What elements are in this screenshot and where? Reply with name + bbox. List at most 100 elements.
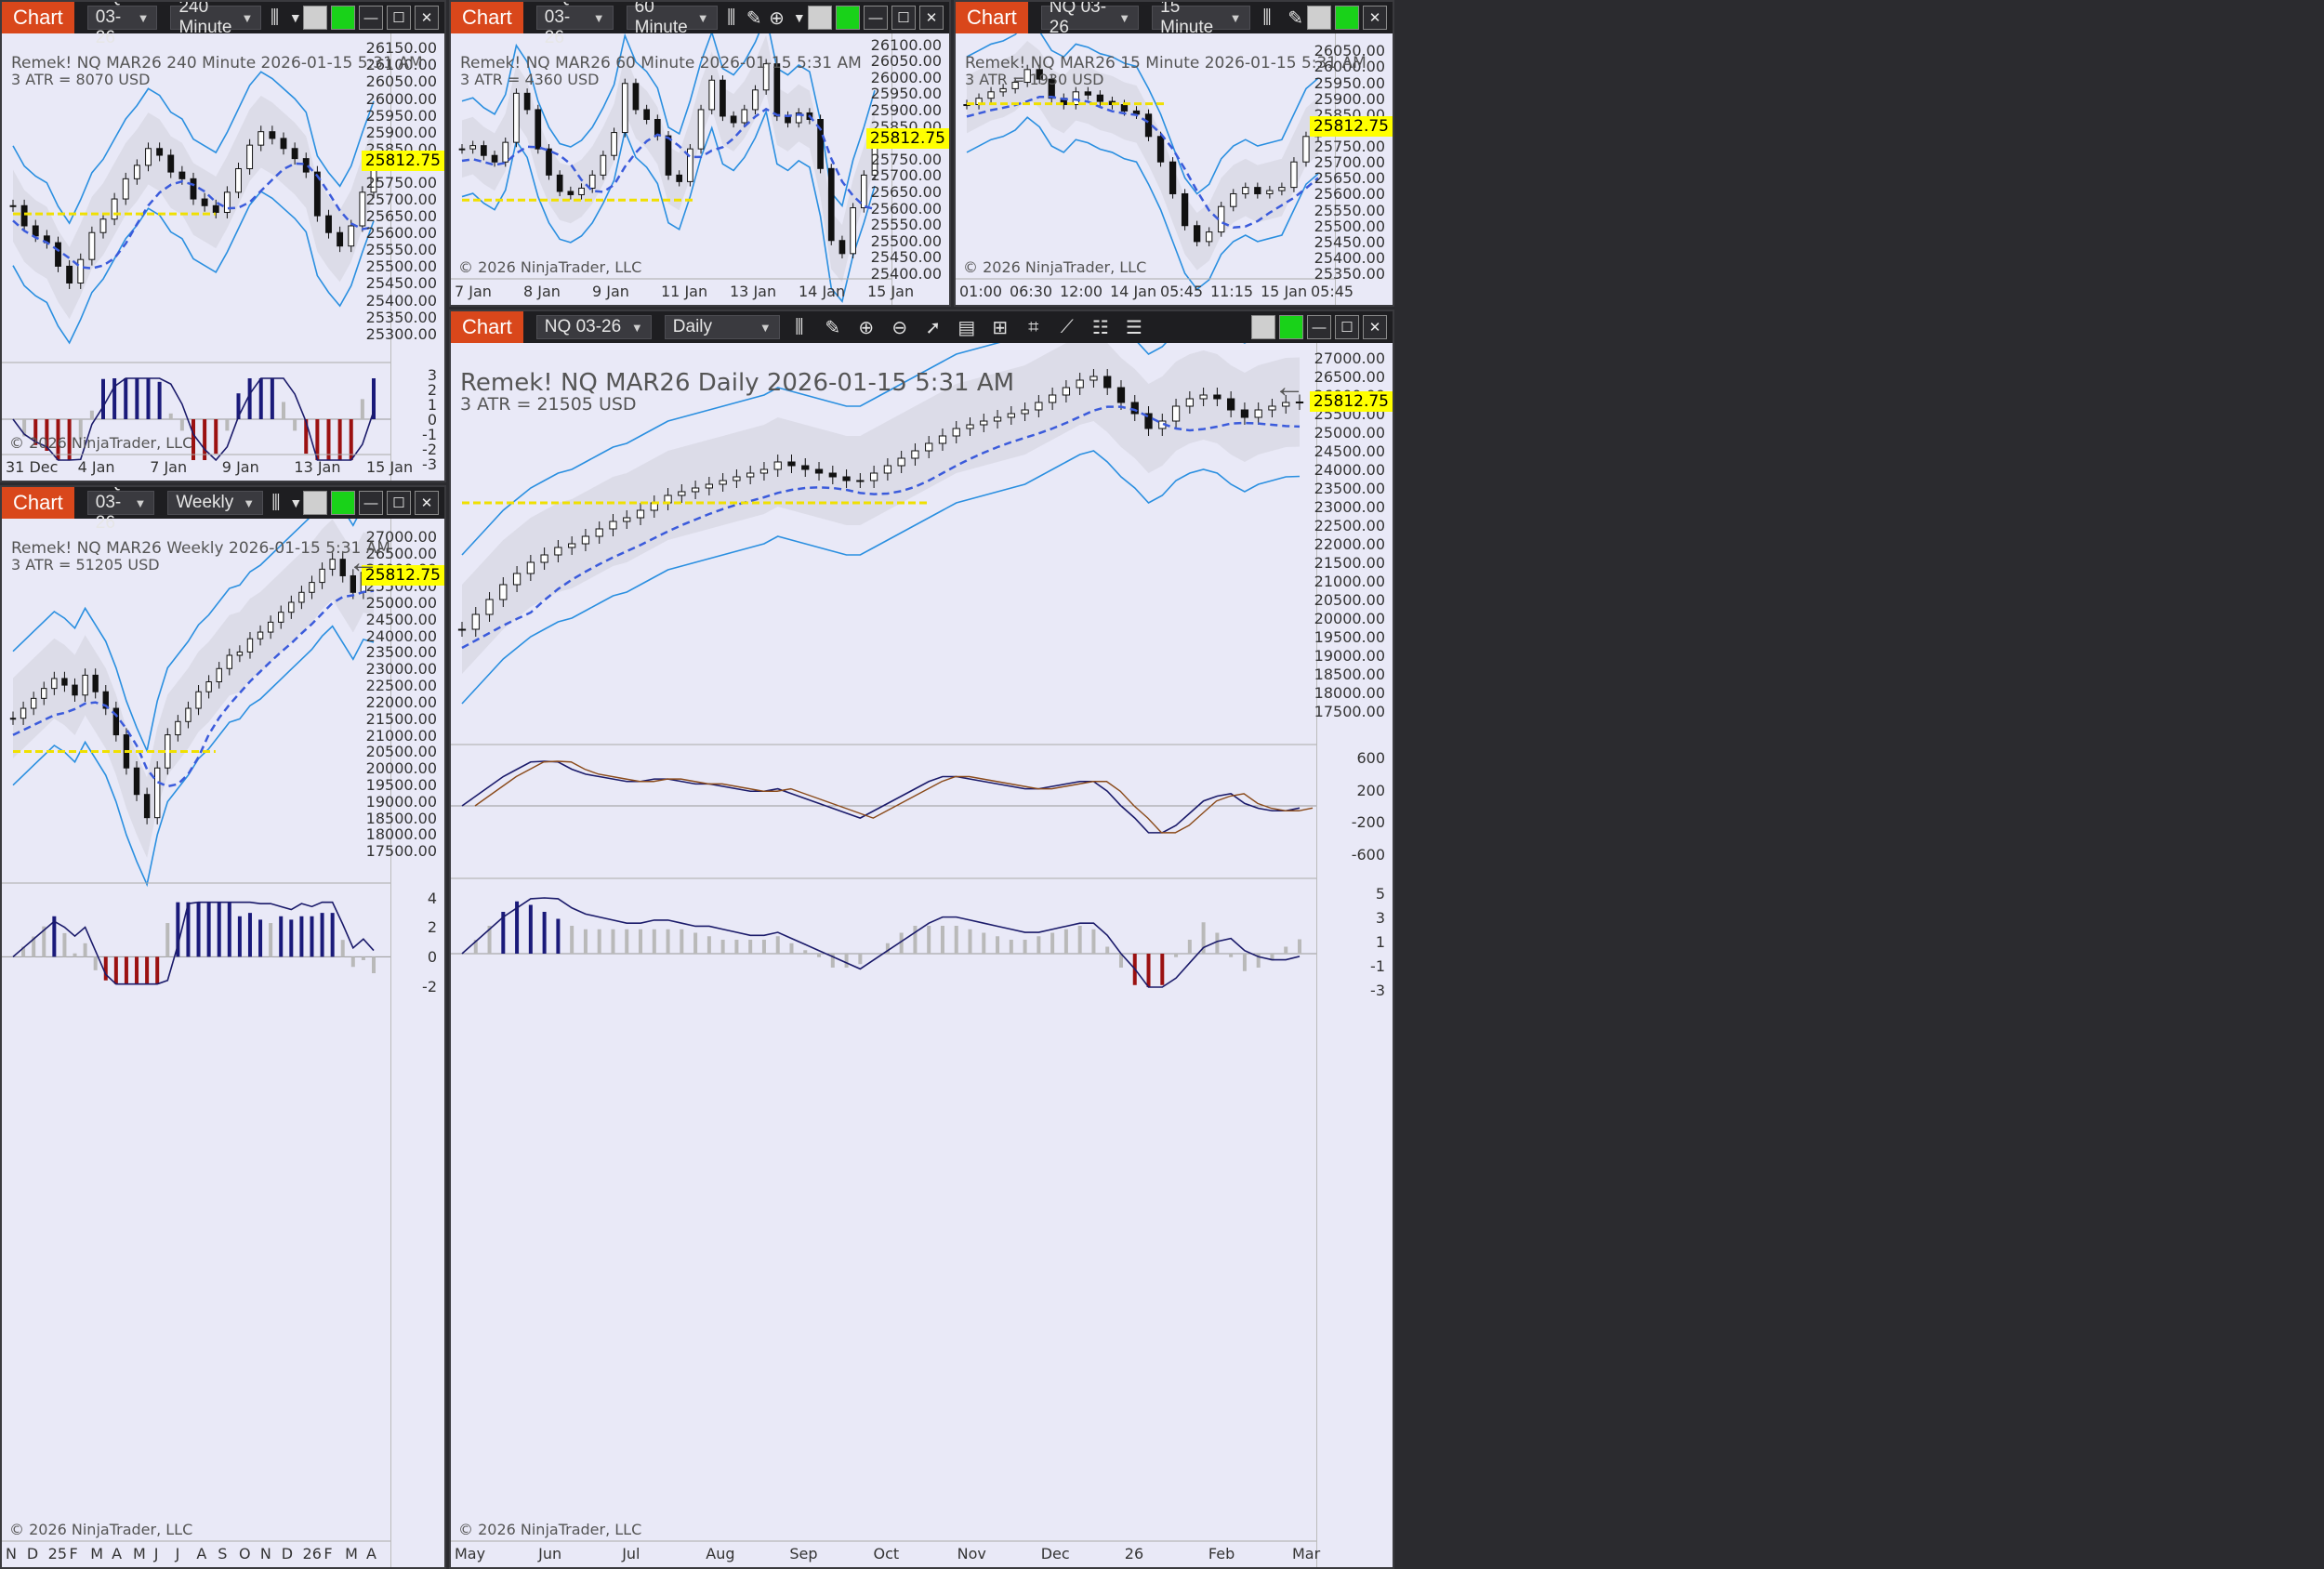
chart-plot[interactable]: 26100.00 26050.00 26000.00 25950.00 25900.00… [451,33,949,305]
chart-toolbar: Chart NQ 03-26 ▼ 240 Minute ▼ ⫼ ▼ — ☐ ✕ [2,2,444,47]
indicators-icon[interactable]: ⌗ [1028,316,1039,337]
candle-body [581,535,590,545]
maximize-button[interactable]: ☐ [1335,315,1359,339]
minimize-button[interactable]: — [359,6,383,30]
price-tick-label: 26500.00 [365,544,437,562]
osc-histogram-bar [501,912,506,954]
link-green-button[interactable] [331,491,355,515]
bar-type-icon[interactable]: ⫼ [1262,7,1272,28]
minimize-button[interactable]: — [359,491,383,515]
link-green-button[interactable] [836,6,860,30]
link-color-button[interactable] [1307,6,1332,30]
timeframe-label: 15 Minute [1160,0,1214,37]
link-color-button[interactable] [1251,315,1275,339]
osc-tick-label: 4 [427,889,437,907]
chart-plot[interactable]: 26050.00 26000.00 25950.00 25900.00 25850.00… [956,33,1393,305]
time-tick-label: 05:45 [1160,283,1204,300]
chart-tab[interactable]: Chart [2,2,74,33]
link-color-button[interactable] [303,6,327,30]
bar-type-icon[interactable]: ⫼ [727,7,736,28]
zoom-in-icon[interactable]: ⊕ [858,317,875,338]
back-arrow-icon[interactable]: ← [1274,369,1305,404]
osc-histogram-bar [1063,929,1068,954]
dropdown-arrow-icon[interactable]: ▼ [289,495,303,510]
candle-body [588,174,596,189]
link-color-button[interactable] [303,491,327,515]
close-button[interactable]: ✕ [415,6,439,30]
data-box-icon[interactable]: ☷ [1091,317,1109,338]
price-tick-label: 25750.00 [1314,138,1385,156]
dropdown-arrow-icon[interactable]: ▼ [288,10,302,25]
pencil-icon[interactable]: ✎ [746,7,762,29]
minimize-button[interactable]: — [864,6,888,30]
chart-plot[interactable]: 27000.0026500.0026000.0025500.0025000.00… [451,343,1393,1567]
bar-type-icon[interactable]: ⫼ [271,492,281,513]
link-green-button[interactable] [331,6,355,30]
chart-tab[interactable]: Chart [451,311,523,343]
price-tick-label: 26050.00 [1314,42,1385,60]
minimize-button[interactable]: — [1307,315,1331,339]
osc-histogram-bar [293,419,297,431]
osc-histogram-bar [21,946,26,957]
timeframe-select[interactable]: 60 Minute ▼ [626,2,718,37]
back-arrow-icon[interactable]: ← [348,545,379,580]
instrument-select[interactable]: NQ 03-26 ▼ [86,487,155,533]
osc-histogram-bar [625,929,629,954]
price-chart-svg [451,343,1316,1542]
candle-body [708,79,716,111]
close-button[interactable]: ✕ [919,6,944,30]
price-tick-label: 20500.00 [365,743,437,761]
instrument-select[interactable]: NQ 03-26 ▼ [86,2,158,47]
chevron-down-icon: ▼ [759,320,772,335]
time-tick-label: Dec [1040,1545,1070,1562]
osc-histogram-bar [73,953,77,957]
osc-histogram-bar [830,954,835,968]
osc-signal-line [474,760,1314,834]
osc-histogram-bar [33,419,38,445]
instrument-select[interactable]: NQ 03-26 ▼ [535,315,652,339]
link-green-button[interactable] [1279,315,1303,339]
close-button[interactable]: ✕ [1363,315,1387,339]
timeframe-select[interactable]: 240 Minute ▼ [170,2,262,37]
chart-tab[interactable]: Chart [451,2,523,33]
templates-icon[interactable]: ⊞ [992,317,1009,338]
osc-histogram-bar [372,378,376,419]
candle-body [842,476,851,481]
price-tick-label: 20000.00 [1314,610,1385,627]
link-green-button[interactable] [1335,6,1360,30]
timeframe-select[interactable]: 15 Minute ▼ [1152,2,1250,37]
pointer-icon[interactable]: ➚ [925,317,942,338]
instrument-select[interactable]: NQ 03-26 ▼ [1040,2,1140,37]
maximize-button[interactable]: ☐ [387,6,411,30]
osc-line [461,897,1301,988]
candle-body [523,92,531,111]
maximize-button[interactable]: ☐ [891,6,916,30]
link-color-button[interactable] [808,6,832,30]
close-button[interactable]: ✕ [1363,6,1388,30]
instrument-select[interactable]: NQ 03-26 ▼ [535,2,614,47]
bar-type-icon[interactable]: ⫼ [270,7,280,28]
strategies-icon[interactable]: ⟋ [1060,316,1074,337]
maximize-button[interactable]: ☐ [387,491,411,515]
zoom-out-icon[interactable]: ⊖ [891,317,908,338]
osc-histogram-bar [473,940,478,954]
bar-type-icon[interactable]: ⫼ [795,316,804,337]
close-button[interactable]: ✕ [415,491,439,515]
candle-body [1062,387,1071,396]
chart-plot[interactable]: 27000.0026500.0026000.0025500.0025000.00… [2,519,444,1567]
osc-histogram-bar [56,419,60,460]
osc-histogram-bar [1091,929,1096,954]
properties-icon[interactable]: ▤ [957,317,976,338]
pencil-icon[interactable]: ✎ [1287,7,1304,29]
pencil-icon[interactable]: ✎ [825,317,841,338]
chart-tab[interactable]: Chart [2,487,74,519]
upper-envelope-line [966,33,1319,195]
list-icon[interactable]: ☰ [1125,317,1142,338]
chart-tab[interactable]: Chart [956,2,1028,33]
timeframe-select[interactable]: Weekly ▼ [167,491,264,515]
zoom-in-icon[interactable]: ⊕ [769,7,785,29]
dropdown-arrow-icon[interactable]: ▼ [792,10,806,25]
osc-histogram-bar [372,956,376,974]
timeframe-select[interactable]: Daily ▼ [664,315,780,339]
chart-plot[interactable]: 26150.00 26100.00 26050.00 26000.00 25950.00… [2,33,444,481]
